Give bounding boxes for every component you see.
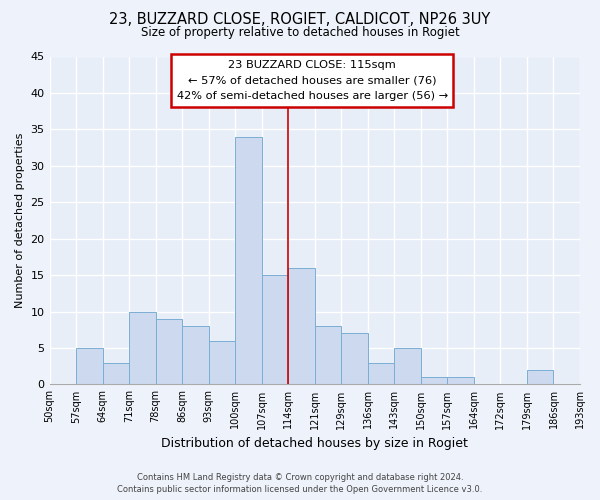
Bar bbox=[288, 268, 315, 384]
Text: 23, BUZZARD CLOSE, ROGIET, CALDICOT, NP26 3UY: 23, BUZZARD CLOSE, ROGIET, CALDICOT, NP2… bbox=[109, 12, 491, 28]
Bar bbox=[235, 136, 262, 384]
Bar bbox=[527, 370, 553, 384]
Y-axis label: Number of detached properties: Number of detached properties bbox=[15, 133, 25, 308]
Bar bbox=[421, 377, 448, 384]
Bar bbox=[262, 275, 288, 384]
Bar bbox=[368, 362, 394, 384]
Bar bbox=[182, 326, 209, 384]
Bar bbox=[103, 362, 129, 384]
Bar bbox=[448, 377, 474, 384]
Text: 23 BUZZARD CLOSE: 115sqm
← 57% of detached houses are smaller (76)
42% of semi-d: 23 BUZZARD CLOSE: 115sqm ← 57% of detach… bbox=[176, 60, 448, 101]
Bar bbox=[129, 312, 155, 384]
Bar bbox=[341, 334, 368, 384]
Bar bbox=[155, 319, 182, 384]
X-axis label: Distribution of detached houses by size in Rogiet: Distribution of detached houses by size … bbox=[161, 437, 468, 450]
Text: Size of property relative to detached houses in Rogiet: Size of property relative to detached ho… bbox=[140, 26, 460, 39]
Text: Contains HM Land Registry data © Crown copyright and database right 2024.
Contai: Contains HM Land Registry data © Crown c… bbox=[118, 472, 482, 494]
Bar bbox=[209, 340, 235, 384]
Bar bbox=[394, 348, 421, 385]
Bar bbox=[76, 348, 103, 385]
Bar bbox=[315, 326, 341, 384]
